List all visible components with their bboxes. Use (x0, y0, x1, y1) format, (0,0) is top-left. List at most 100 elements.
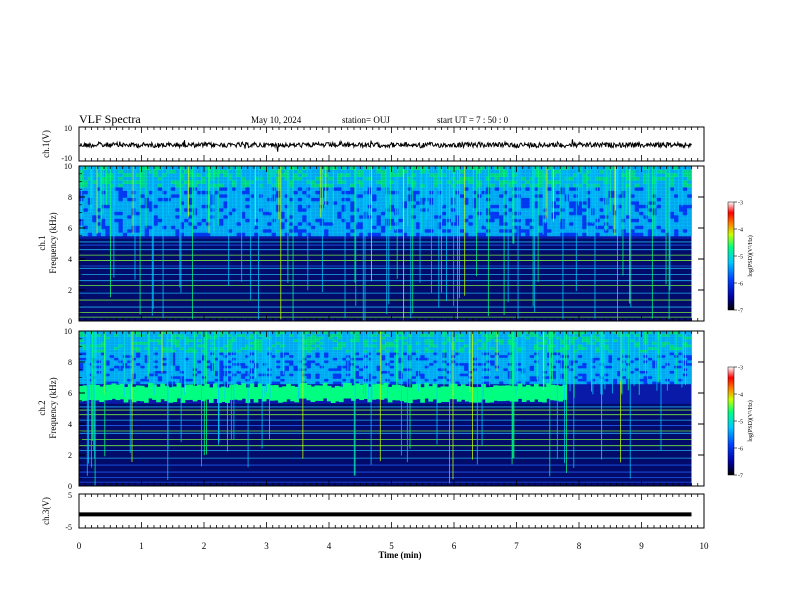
spectrogram-cell (407, 362, 412, 366)
spectrogram-cell (118, 357, 124, 361)
spectrogram-cell (271, 169, 277, 174)
spectrogram-cell (660, 218, 666, 223)
spectrogram-cell (170, 346, 176, 350)
spectrogram-cell (595, 228, 601, 233)
spectrogram-cell (254, 357, 259, 361)
spectrogram-cell (227, 375, 233, 379)
spectrogram-cell (687, 186, 692, 191)
spectrogram-cell (551, 228, 557, 233)
spectrogram-cell (310, 190, 316, 195)
spectrogram-cell (389, 367, 395, 372)
spectrogram-cell (350, 336, 356, 340)
spectrogram-cell (162, 232, 167, 237)
spectrogram-cell (472, 166, 478, 170)
spectrogram-cell (459, 221, 465, 226)
spectrogram-cell (472, 172, 478, 177)
spectrogram-cell (83, 179, 89, 184)
spectrogram-cell (131, 214, 137, 219)
spectrogram-cell (402, 214, 408, 219)
spectrogram-cell (468, 207, 474, 212)
spectrogram-cell (512, 228, 517, 233)
spectrogram-cell (411, 331, 417, 335)
spectrogram-cell (293, 333, 299, 337)
spectrogram-cell (249, 190, 255, 195)
spectrogram-cell (188, 207, 194, 212)
spectrogram-cell (223, 344, 229, 348)
spectrogram-cell (289, 172, 294, 177)
spectrogram-cell (464, 218, 469, 223)
spectrogram-cell (363, 200, 369, 205)
spectrogram-cell (520, 225, 526, 230)
spectrogram-cell (262, 169, 268, 174)
spectrogram-cell (534, 176, 539, 181)
spectrogram-cell (468, 176, 474, 181)
spectrogram-cell (402, 331, 408, 335)
spectrogram-cell (315, 349, 321, 353)
spectrogram-cell (271, 333, 277, 337)
spectrogram-cell (398, 344, 404, 348)
spectrogram-cell (184, 333, 189, 337)
spectrogram-cell (188, 370, 194, 374)
spectrogram-cell (503, 232, 509, 237)
spectrogram-cell (87, 352, 93, 356)
spectrogram-cell (289, 336, 294, 340)
spectrogram-cell (490, 176, 496, 181)
spectrogram-cell (258, 362, 264, 366)
spectrogram-cell (359, 166, 364, 170)
spectrogram-cell (192, 221, 198, 226)
spectrogram-cell (105, 179, 111, 184)
spectrogram-cell (87, 370, 93, 374)
spectrogram-cell (420, 169, 426, 174)
spectrogram-cell (582, 221, 587, 226)
spectrogram-cell (459, 218, 465, 223)
spectrogram-cell (87, 228, 93, 233)
spectrogram-cell (345, 378, 351, 382)
spectrogram-cell (512, 200, 517, 205)
spectrogram-cell (205, 352, 211, 356)
spectrogram-cell (280, 354, 286, 358)
spectrogram-cell (205, 367, 211, 372)
spectrogram-cell (227, 338, 233, 343)
spectrogram-cell (236, 352, 242, 356)
spectrogram-cell (341, 169, 347, 174)
spectrogram-cell (109, 176, 115, 181)
spectrogram-cell (105, 207, 111, 212)
spectrogram-cell (135, 344, 141, 348)
spectrogram-cell (573, 183, 579, 188)
spectrogram-cell (175, 344, 181, 348)
spectrogram-cell (157, 336, 163, 340)
spectrogram-cell (83, 346, 89, 350)
spectrogram-cell (245, 232, 251, 237)
spectrogram-cell (542, 232, 548, 237)
spectrogram-cell (227, 232, 233, 237)
spectrogram-cell (468, 169, 474, 174)
spectrogram-cell (306, 373, 312, 377)
spectrogram-cell (223, 169, 229, 174)
spectrogram-cell (529, 225, 535, 230)
spectrogram-cell (214, 176, 220, 181)
spectrogram-cell (135, 378, 141, 382)
spectrogram-cell (114, 365, 119, 369)
spectrogram-cell (512, 197, 517, 202)
spectrogram-cell (394, 221, 399, 226)
spectrogram-cell (608, 193, 614, 198)
spectrogram-cell (166, 333, 172, 337)
spectrogram-cell (315, 352, 321, 356)
spectrogram-cell (350, 166, 356, 170)
spectrogram-cell (284, 375, 290, 379)
spectrogram-cell (262, 204, 268, 209)
spectrogram-cell (682, 186, 688, 191)
spectrogram-cell (275, 200, 281, 205)
spectrogram-cell (109, 225, 115, 230)
spectrogram-cell (175, 204, 181, 209)
spectrogram-cell (267, 228, 272, 233)
spectrogram-cell (219, 176, 224, 181)
spectrogram-cell (525, 193, 531, 198)
spectrogram-cell (464, 204, 469, 209)
spectrogram-cell (149, 338, 154, 343)
spectrogram-cell (144, 228, 150, 233)
spectrogram-cell (494, 176, 500, 181)
spectrogram-cell (372, 218, 377, 223)
spectrogram-cell (254, 172, 259, 177)
